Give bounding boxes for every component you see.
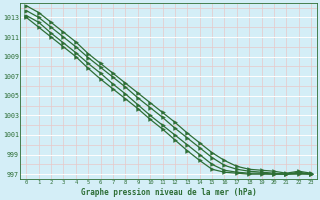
X-axis label: Graphe pression niveau de la mer (hPa): Graphe pression niveau de la mer (hPa) [81, 188, 257, 197]
